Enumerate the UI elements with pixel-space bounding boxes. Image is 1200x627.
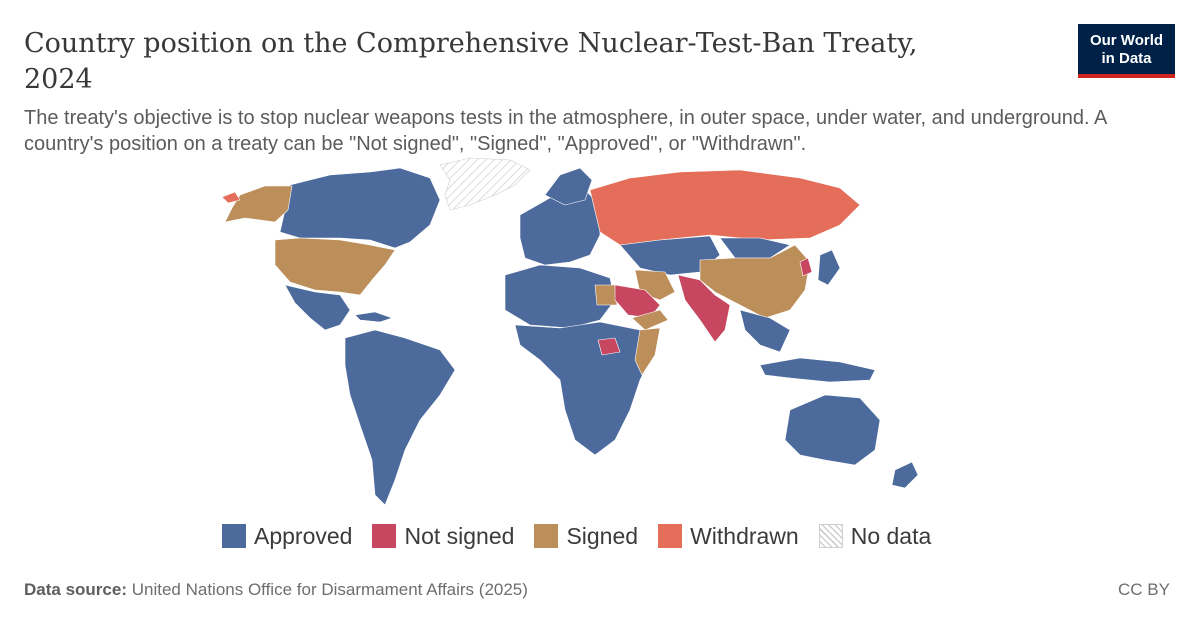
region-south-asia [677,274,731,343]
legend-swatch [222,524,246,548]
region-caribbean [354,311,393,323]
logo-line-2: in Data [1101,50,1152,67]
region-yemen [631,309,669,331]
logo-line-1: Our World [1089,32,1164,49]
legend-label: Not signed [404,522,515,549]
map-legend: Approved Not signed Signed Withdrawn No data [222,522,951,550]
legend-item-not-signed[interactable]: Not signed [372,523,514,550]
region-russia [589,169,861,246]
owid-logo[interactable]: Our World in Data [1078,24,1175,78]
region-usa [274,237,396,296]
legend-item-approved[interactable]: Approved [222,523,352,550]
region-mexico [284,284,351,331]
region-egypt [594,284,618,306]
region-chukotka-withdrawn [221,191,241,204]
legend-swatch [534,524,559,548]
legend-swatch [818,524,843,548]
legend-label: Signed [566,522,639,549]
region-scandinavia [544,167,593,206]
chart-title: Country position on the Comprehensive Nu… [24,28,918,95]
license[interactable]: CC BY [1118,580,1170,599]
legend-item-withdrawn[interactable]: Withdrawn [658,523,799,550]
region-south-america [344,329,456,506]
legend-label: Approved [254,522,353,549]
legend-swatch [658,524,683,548]
legend-label: Withdrawn [690,522,799,549]
region-north-korea [799,257,813,277]
data-source-label: Data source: [24,580,127,599]
region-canada [279,167,441,249]
region-alaska [224,185,293,223]
world-map[interactable] [0,150,1200,520]
legend-item-no-data[interactable]: No data [818,522,932,550]
region-north-africa [504,264,616,329]
region-indonesia [759,357,876,383]
region-horn [634,327,661,376]
region-new-zealand [891,461,919,489]
data-source-text[interactable]: United Nations Office for Disarmament Af… [131,580,528,599]
region-central-africa [514,321,656,456]
legend-swatch [372,524,397,548]
region-greenland [439,157,531,211]
legend-label: No data [850,522,932,549]
region-japan [817,249,841,286]
region-southeast-asia [739,309,791,353]
legend-item-signed[interactable]: Signed [534,523,638,550]
region-china [699,244,811,319]
region-south-sudan [597,337,621,356]
data-source: Data source: United Nations Office for D… [24,580,528,600]
region-australia [784,394,881,466]
chart-subtitle: The treaty's objective is to stop nuclea… [24,107,1107,155]
region-mongolia [719,237,791,259]
